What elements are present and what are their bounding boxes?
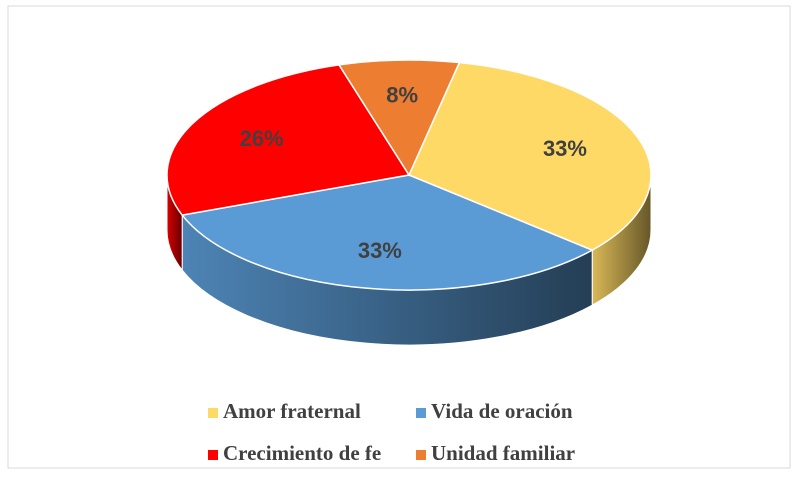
pie-slice (180, 174, 594, 291)
legend-label: Crecimiento de fe (223, 441, 381, 465)
pie-slice (166, 64, 411, 216)
value-label: 33% (543, 136, 587, 161)
legend-label: Amor fraternal (223, 399, 361, 423)
legend-swatch (208, 408, 218, 418)
legend-label: Unidad familiar (431, 441, 575, 465)
legend-swatch (208, 450, 218, 460)
pie-slice (337, 59, 461, 177)
pie-slice (407, 61, 652, 251)
legend-swatch (416, 450, 426, 460)
legend-label: Vida de oración (431, 399, 573, 423)
legend-swatch (416, 408, 426, 418)
value-label: 26% (240, 126, 284, 151)
value-label: 8% (386, 83, 418, 108)
value-label: 33% (358, 238, 402, 263)
